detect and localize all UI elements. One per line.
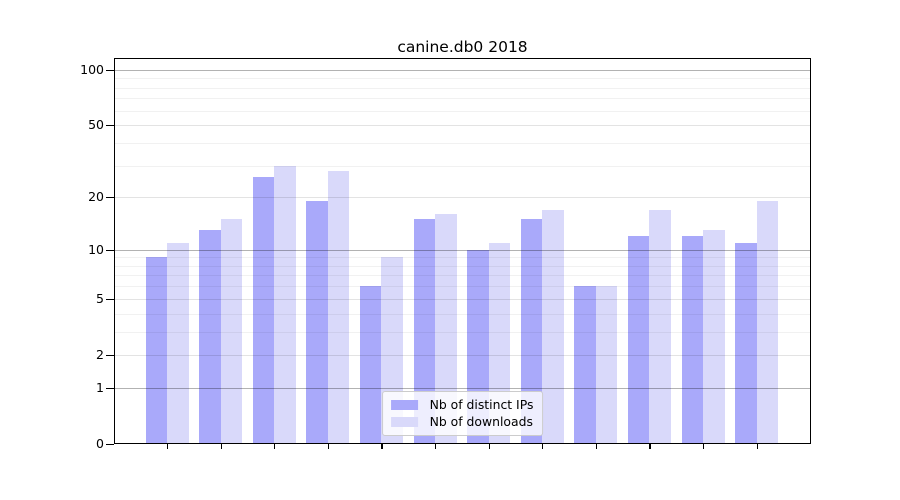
x-tick-mark [756,444,758,449]
bar-oct-distinct-ips [627,236,650,444]
gridline-major [114,354,811,356]
bar-nov-downloads [703,230,725,444]
gridline-minor [114,257,811,259]
bar-nov-distinct-ips [681,236,703,444]
gridline-decade [114,387,811,389]
bar-feb-distinct-ips [199,230,221,444]
y-tick-label: 100 [80,61,104,77]
gridline-minor [114,98,811,100]
gridline-minor [114,165,811,167]
y-tick-label: 5 [96,290,104,306]
bar-jun-distinct-ips [413,219,435,444]
gridline-minor [114,331,811,333]
x-tick-mark [649,444,651,449]
bar-sep-distinct-ips [574,286,596,444]
gridline-minor [114,313,811,315]
x-tick-mark [381,444,383,449]
x-tick-mark [703,444,705,449]
legend-swatch-distinct-ips [390,399,418,410]
bar-mar-downloads [274,165,296,444]
bar-jan-distinct-ips [145,257,167,444]
bar-apr-downloads [327,171,350,444]
y-tick-mark [106,69,114,72]
gridline-major [114,125,811,127]
gridline-minor [114,275,811,277]
legend-swatch-downloads [390,416,418,427]
bar-may-distinct-ips [359,286,382,444]
y-tick-mark [106,354,114,357]
y-tick-label: 0 [96,436,104,451]
gridline-major [114,197,811,199]
y-tick-mark [106,125,114,127]
bar-aug-distinct-ips [520,219,543,444]
bar-jan-downloads [167,242,189,444]
bar-feb-downloads [220,219,243,444]
x-tick-mark [435,444,437,449]
y-tick-mark [106,249,114,251]
y-tick-label: 1 [96,379,104,395]
legend: Nb of distinct IPs Nb of downloads [381,391,544,436]
bar-dec-distinct-ips [735,242,757,444]
gridline-major [114,298,811,300]
x-tick-mark [274,444,276,449]
legend-item-downloads: Nb of downloads [390,414,534,429]
y-tick-mark [106,387,114,389]
y-tick-mark [106,298,114,300]
x-tick-mark [488,444,490,449]
bar-dec-downloads [756,201,779,444]
gridline-decade [114,69,811,71]
legend-label-distinct-ips: Nb of distinct IPs [429,397,534,412]
gridline-minor [114,78,811,80]
gridline-minor [114,142,811,144]
x-tick-mark [167,444,169,449]
bar-sep-downloads [595,286,618,444]
y-tick-label: 2 [96,346,104,362]
legend-label-downloads: Nb of downloads [429,414,533,429]
gridline-minor [114,110,811,112]
gridline-decade [114,249,811,251]
chart-title: canine.db0 2018 [397,38,528,56]
x-tick-mark [220,444,222,449]
bar-jun-downloads [435,214,457,444]
x-tick-mark [542,444,544,449]
gridline-minor [114,265,811,267]
legend-item-distinct-ips: Nb of distinct IPs [390,397,534,412]
bar-aug-downloads [542,209,564,444]
y-tick-label: 10 [88,241,104,257]
y-tick-label: 50 [88,117,104,133]
y-tick-mark [106,197,114,199]
bar-apr-distinct-ips [306,201,328,444]
plot-area: Nb of distinct IPs Nb of downloads Jan20… [80,58,811,451]
x-tick-mark [595,444,597,449]
x-tick-mark [327,444,329,449]
y-tick-label: 20 [88,189,104,205]
gridline-minor [114,286,811,288]
gridline-minor [114,87,811,89]
bar-mar-distinct-ips [252,176,275,444]
bar-oct-downloads [649,209,671,444]
y-tick-mark [106,444,114,446]
